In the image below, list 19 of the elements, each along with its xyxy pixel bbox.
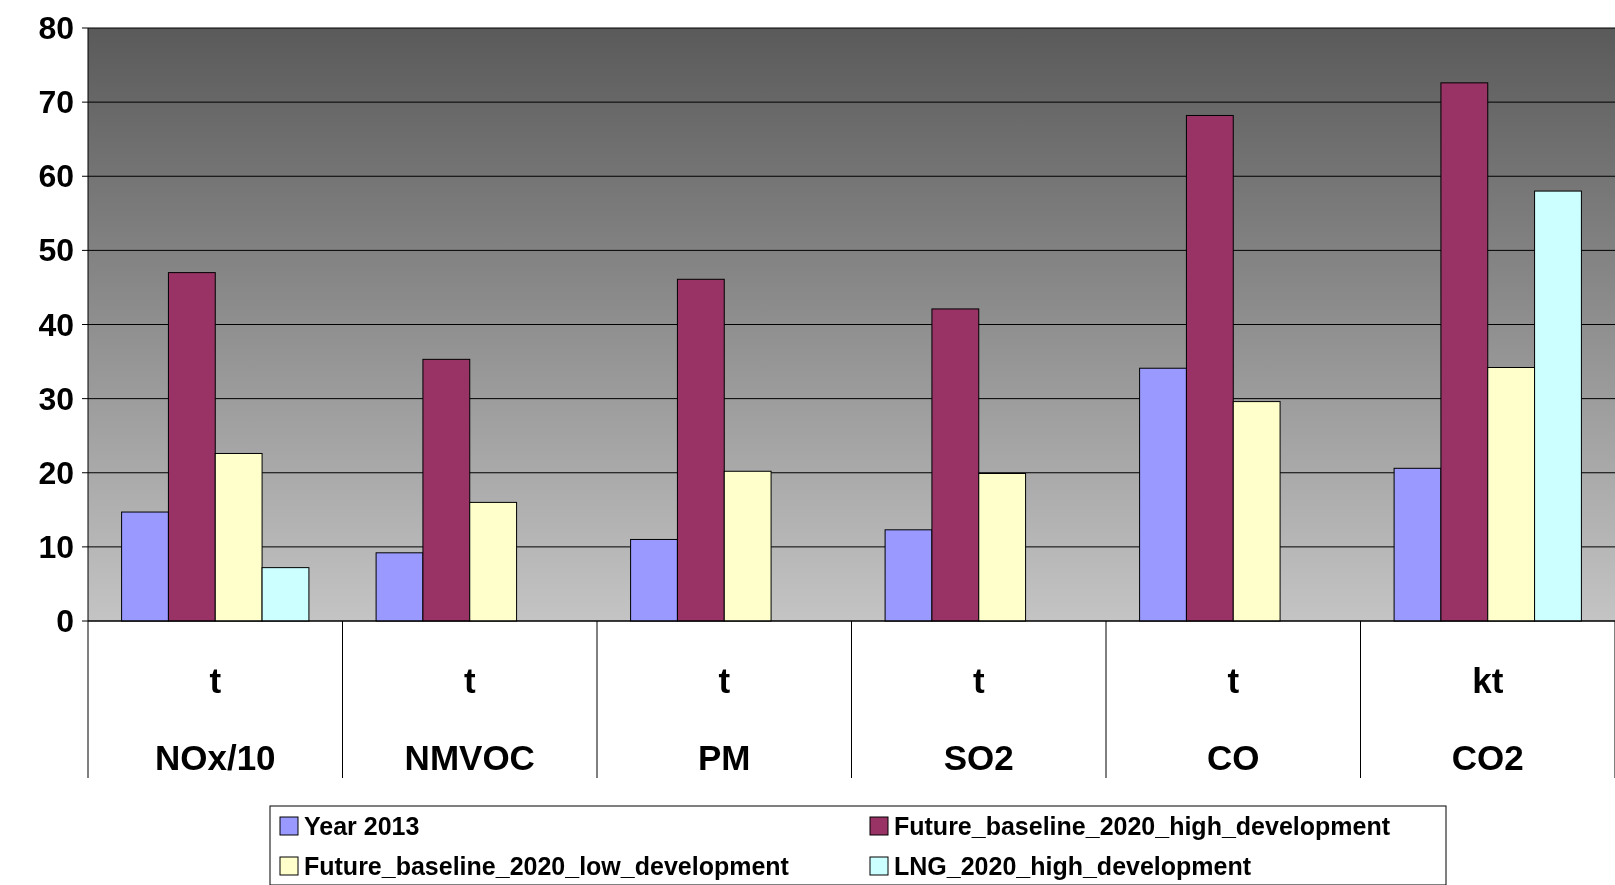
y-tick-label: 80 <box>38 10 74 46</box>
y-tick-label: 70 <box>38 84 74 121</box>
x-tick-label: t PM <box>698 660 751 777</box>
legend-label: Year 2013 <box>304 812 420 840</box>
y-tick-label: 10 <box>38 528 74 565</box>
x-tick-label: kt CO2 <box>1451 660 1524 777</box>
x-tick-label: t CO <box>1207 660 1260 777</box>
y-tick-label: 60 <box>38 158 74 195</box>
x-tick-label: t NMVOC <box>404 660 535 777</box>
y-tick-label: 0 <box>56 603 74 639</box>
x-tick-label: t SO2 <box>943 660 1014 777</box>
y-tick-label: 30 <box>38 380 74 417</box>
legend-label: Future_baseline_2020_high_development <box>894 812 1391 840</box>
legend-label: Future_baseline_2020_low_development <box>304 852 790 880</box>
y-tick-label: 50 <box>38 232 74 269</box>
legend-label: LNG_2020_high_development <box>894 852 1252 880</box>
x-tick-label: t NOx/10 <box>154 660 276 777</box>
y-tick-label: 20 <box>38 454 74 491</box>
y-tick-label: 40 <box>38 306 74 343</box>
